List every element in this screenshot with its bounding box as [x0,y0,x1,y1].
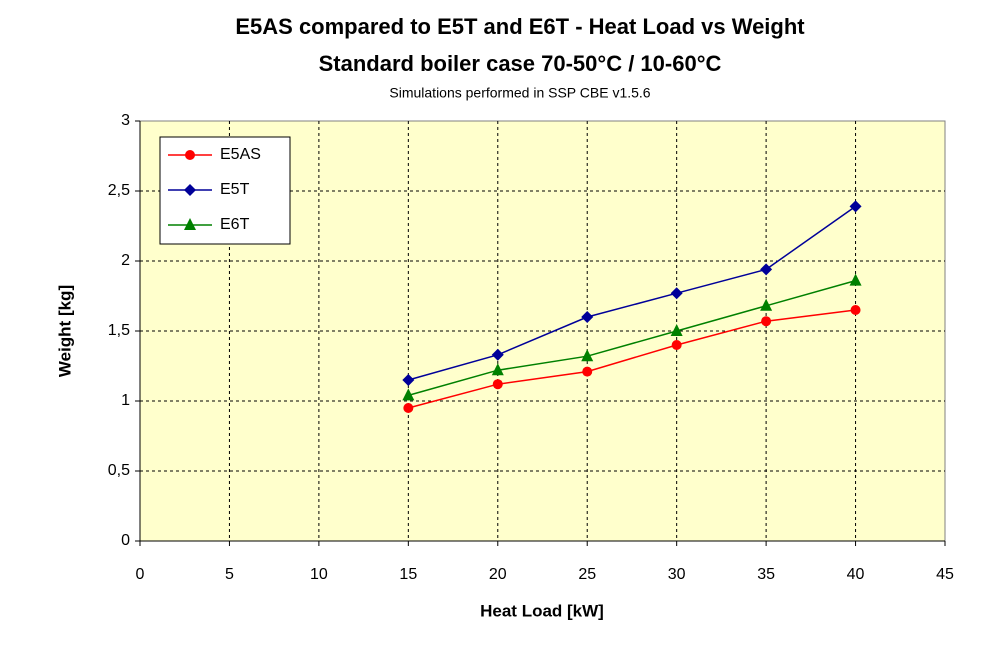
point [582,366,593,377]
point [671,340,682,350]
x-axis-label: Heat Load [kW] [480,601,604,620]
legend-marker [185,150,195,160]
y-tick-label: 3 [121,112,130,129]
y-tick-label: 1 [121,392,130,409]
legend-label: E6T [220,216,250,233]
point [850,305,861,315]
point [760,298,773,311]
series-line [408,205,856,381]
point [581,349,594,362]
series-line [408,309,856,409]
point [492,379,503,390]
point [491,363,504,376]
x-tick-label: 20 [489,566,507,583]
y-tick-label: 0,5 [108,462,130,479]
legend-marker [184,184,196,196]
x-tick-label: 0 [136,566,145,583]
y-tick-label: 2 [121,252,130,269]
legend-label: E5T [220,181,250,198]
y-axis-label: Weight [kg] [55,285,74,377]
legend-label: E5AS [220,146,261,163]
x-tick-label: 35 [757,566,775,583]
chart-title: E5AS compared to E5T and E6T - Heat Load… [235,14,805,39]
x-tick-label: 25 [578,566,596,583]
x-tick-label: 15 [399,566,417,583]
point [761,316,772,327]
x-tick-label: 45 [936,566,954,583]
point [849,200,862,213]
x-tick-label: 40 [847,566,865,583]
chart-note: Simulations performed in SSP CBE v1.5.6 [389,85,650,101]
y-tick-label: 0 [121,532,130,549]
point [760,263,773,276]
x-tick-label: 5 [225,566,234,583]
point [670,324,683,336]
legend-marker [184,218,196,230]
x-tick-label: 30 [668,566,686,583]
point [491,348,504,361]
y-tick-label: 1,5 [108,322,130,339]
point [581,311,594,323]
y-tick-label: 2,5 [108,182,130,199]
series-line [408,279,856,397]
point [402,388,415,401]
x-tick-label: 10 [310,566,328,583]
point [670,287,683,300]
point [849,273,862,286]
point [403,403,414,413]
point [402,374,415,386]
chart-subtitle: Standard boiler case 70-50°C / 10-60°C [319,51,722,76]
